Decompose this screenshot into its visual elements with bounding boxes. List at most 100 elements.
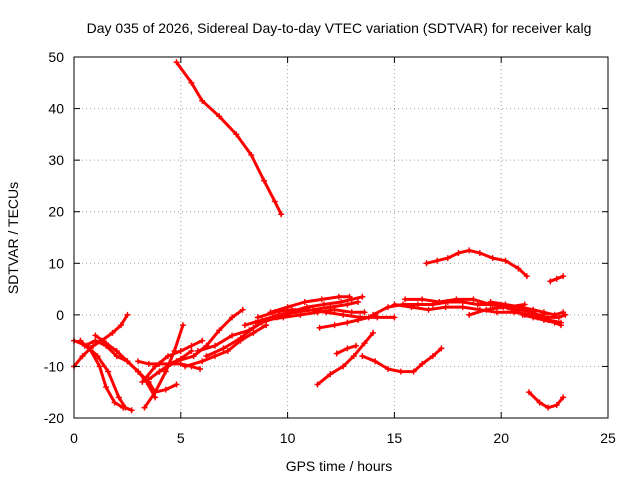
data-point bbox=[233, 131, 240, 138]
data-point bbox=[436, 298, 443, 305]
data-point bbox=[103, 384, 110, 391]
data-point bbox=[162, 368, 169, 375]
data-point bbox=[248, 151, 255, 158]
data-point bbox=[493, 309, 500, 316]
data-point bbox=[216, 327, 223, 334]
series-line bbox=[140, 339, 204, 384]
data-point bbox=[344, 301, 351, 308]
data-point bbox=[502, 301, 509, 308]
data-point bbox=[113, 353, 120, 360]
data-point bbox=[188, 342, 195, 349]
data-point bbox=[145, 376, 152, 383]
data-point bbox=[113, 347, 120, 354]
data-point bbox=[558, 322, 565, 329]
data-point bbox=[182, 363, 189, 370]
data-point bbox=[408, 304, 415, 311]
data-point bbox=[263, 317, 270, 324]
data-point bbox=[331, 322, 338, 329]
data-point bbox=[359, 353, 366, 360]
data-point bbox=[466, 311, 473, 318]
y-tick-label: -20 bbox=[44, 410, 64, 426]
data-point bbox=[455, 249, 462, 256]
data-point bbox=[517, 304, 524, 311]
data-point bbox=[338, 298, 344, 305]
series-arc-aa bbox=[423, 247, 530, 280]
series-line bbox=[360, 346, 443, 374]
data-point bbox=[551, 319, 558, 326]
y-tick-label: 50 bbox=[48, 49, 64, 65]
plot-frame bbox=[73, 56, 609, 419]
data-point bbox=[444, 255, 451, 262]
data-point bbox=[359, 293, 366, 300]
data-point bbox=[261, 177, 268, 184]
x-tick-label: 0 bbox=[70, 430, 78, 446]
data-point bbox=[188, 79, 195, 86]
data-point bbox=[502, 257, 509, 264]
data-point bbox=[361, 340, 368, 347]
data-point bbox=[194, 347, 201, 354]
data-point bbox=[162, 386, 169, 393]
data-point bbox=[250, 324, 257, 331]
data-point bbox=[335, 293, 342, 300]
data-point bbox=[229, 332, 236, 339]
chart-title: Day 035 of 2026, Sidereal Day-to-day VTE… bbox=[87, 20, 592, 36]
series-line bbox=[83, 339, 157, 394]
data-point bbox=[530, 306, 537, 313]
data-point bbox=[145, 360, 152, 367]
data-point bbox=[164, 353, 171, 360]
data-point bbox=[419, 360, 426, 367]
data-point bbox=[442, 304, 449, 311]
data-point bbox=[483, 306, 490, 313]
y-tick-label: 30 bbox=[48, 152, 64, 168]
series-arc-ag bbox=[547, 273, 567, 285]
data-point bbox=[79, 353, 86, 360]
data-point bbox=[124, 358, 131, 365]
y-tick-label: 40 bbox=[48, 101, 64, 117]
x-tick-label: 5 bbox=[177, 430, 185, 446]
data-point bbox=[252, 319, 259, 326]
x-axis-label: GPS time / hours bbox=[286, 458, 393, 474]
data-point bbox=[346, 293, 353, 300]
series-arc-c bbox=[77, 337, 127, 411]
data-point bbox=[515, 265, 522, 272]
data-point bbox=[523, 273, 530, 280]
y-tick-label: -10 bbox=[44, 358, 64, 374]
data-series bbox=[71, 59, 569, 414]
x-tick-label: 10 bbox=[280, 430, 296, 446]
data-point bbox=[348, 309, 355, 316]
data-point bbox=[211, 353, 218, 360]
data-point bbox=[344, 345, 351, 352]
data-point bbox=[199, 337, 206, 344]
data-point bbox=[553, 275, 560, 282]
data-point bbox=[152, 389, 159, 396]
data-point bbox=[297, 311, 304, 318]
data-point bbox=[391, 314, 398, 321]
y-tick-label: 20 bbox=[48, 204, 64, 220]
data-point bbox=[90, 342, 97, 349]
data-point bbox=[135, 368, 142, 375]
data-point bbox=[77, 337, 84, 344]
data-point bbox=[190, 353, 197, 360]
data-point bbox=[241, 322, 248, 329]
grid bbox=[74, 57, 608, 418]
x-tick-label: 15 bbox=[387, 430, 403, 446]
data-point bbox=[278, 211, 285, 218]
data-point bbox=[560, 273, 567, 280]
data-point bbox=[323, 309, 330, 316]
data-point bbox=[530, 314, 537, 321]
data-point bbox=[547, 278, 554, 285]
data-point bbox=[470, 296, 477, 303]
y-tick-label: 10 bbox=[48, 255, 64, 271]
data-point bbox=[128, 407, 135, 414]
data-point bbox=[305, 306, 312, 313]
axes: 0 5 10 15 20 25 -20 -10 0 10 20 30 40 50 bbox=[44, 49, 616, 446]
data-point bbox=[173, 59, 180, 66]
data-point bbox=[109, 329, 116, 336]
data-point bbox=[156, 360, 163, 367]
data-point bbox=[141, 404, 148, 411]
data-point bbox=[466, 247, 473, 254]
data-point bbox=[365, 314, 372, 321]
series-arc-p bbox=[252, 293, 366, 326]
data-point bbox=[316, 324, 323, 331]
